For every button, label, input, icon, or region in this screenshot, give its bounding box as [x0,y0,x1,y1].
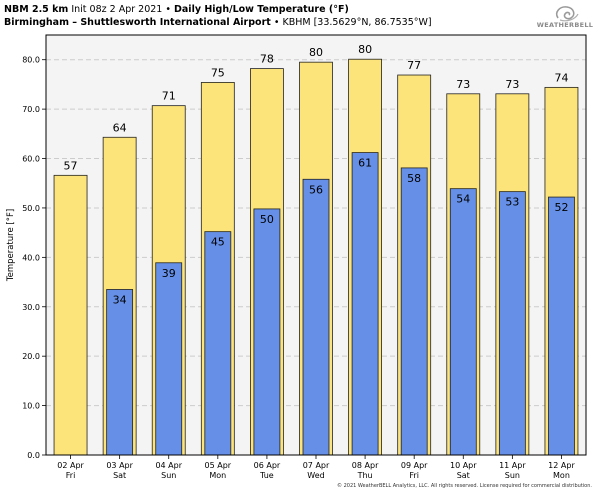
y-tick-label: 40.0 [22,253,40,262]
subtitle-bullet: • [273,17,280,28]
x-tick-date: 11 Apr [499,461,526,470]
x-tick-day: Fri [66,471,76,480]
x-tick-day: Wed [307,471,324,480]
x-tick-date: 04 Apr [155,461,182,470]
high-label: 77 [407,59,421,72]
x-tick-day: Mon [209,471,226,480]
logo-text: WEATHERBELL [536,21,594,29]
weatherbell-logo: WEATHERBELL [536,3,594,33]
high-label: 75 [211,66,225,79]
low-label: 39 [162,267,176,280]
station-name: Birmingham – Shuttlesworth International… [4,17,271,28]
product-name: Daily High/Low Temperature (°F) [174,4,349,15]
y-tick-label: 0.0 [27,451,40,460]
low-label: 54 [456,193,470,206]
low-label: 53 [505,196,519,209]
x-tick-date: 12 Apr [548,461,575,470]
low-label: 56 [309,183,323,196]
low-bar [400,167,428,456]
x-tick-day: Fri [409,471,419,480]
chart-subtitle: Birmingham – Shuttlesworth International… [4,17,432,28]
high-label: 80 [358,43,372,56]
low-bar [449,188,477,456]
x-tick-date: 03 Apr [106,461,133,470]
y-tick-label: 50.0 [22,204,40,213]
plot-frame [45,34,587,456]
high-label: 74 [554,71,568,84]
x-tick-date: 08 Apr [352,461,379,470]
low-bar [253,208,281,456]
x-tick-date: 10 Apr [450,461,477,470]
low-label: 52 [554,201,568,214]
low-label: 34 [113,293,127,306]
init-time: Init 08z 2 Apr 2021 [71,4,163,15]
high-label: 80 [309,46,323,59]
y-tick-label: 70.0 [22,105,40,114]
copyright-notice: © 2021 WeatherBELL Analytics, LLC. All r… [337,483,592,489]
x-tick-day: Sat [457,471,470,480]
low-bar [204,231,232,456]
x-tick-date: 07 Apr [303,461,330,470]
y-tick-label: 20.0 [22,352,40,361]
x-tick-date: 09 Apr [401,461,428,470]
high-label: 73 [456,78,470,91]
swirl-logo-icon [555,6,579,22]
y-axis-label: Temperature [°F] [6,209,16,282]
y-tick-label: 30.0 [22,303,40,312]
x-tick-day: Sun [505,471,520,480]
low-bar [106,289,134,456]
x-tick-day: Thu [357,471,373,480]
title-bullet: • [165,4,171,15]
low-label: 58 [407,172,421,185]
low-bar [498,191,526,456]
x-tick-day: Sun [161,471,176,480]
high-label: 57 [64,159,78,172]
high-label: 71 [162,90,176,103]
high-label: 73 [505,78,519,91]
high-bar [53,174,88,456]
low-label: 45 [211,236,225,249]
y-tick-label: 60.0 [22,155,40,164]
x-tick-date: 06 Apr [254,461,281,470]
high-label: 78 [260,53,274,66]
y-tick-label: 80.0 [22,56,40,65]
x-tick-day: Sat [113,471,126,480]
y-tick-label: 10.0 [22,402,40,411]
chart-title: NBM 2.5 km Init 08z 2 Apr 2021 • Daily H… [4,4,349,15]
low-label: 61 [358,157,372,170]
low-label: 50 [260,213,274,226]
x-tick-date: 02 Apr [57,461,84,470]
x-tick-day: Mon [553,471,570,480]
x-tick-day: Tue [259,471,274,480]
high-label: 64 [113,121,127,134]
low-bar [548,196,575,456]
model-name: NBM 2.5 km [4,4,69,15]
low-bar [155,262,183,456]
low-bar [302,178,330,456]
x-tick-date: 05 Apr [205,461,232,470]
low-bar [351,152,379,456]
station-meta: KBHM [33.5629°N, 86.7535°W] [282,17,432,28]
